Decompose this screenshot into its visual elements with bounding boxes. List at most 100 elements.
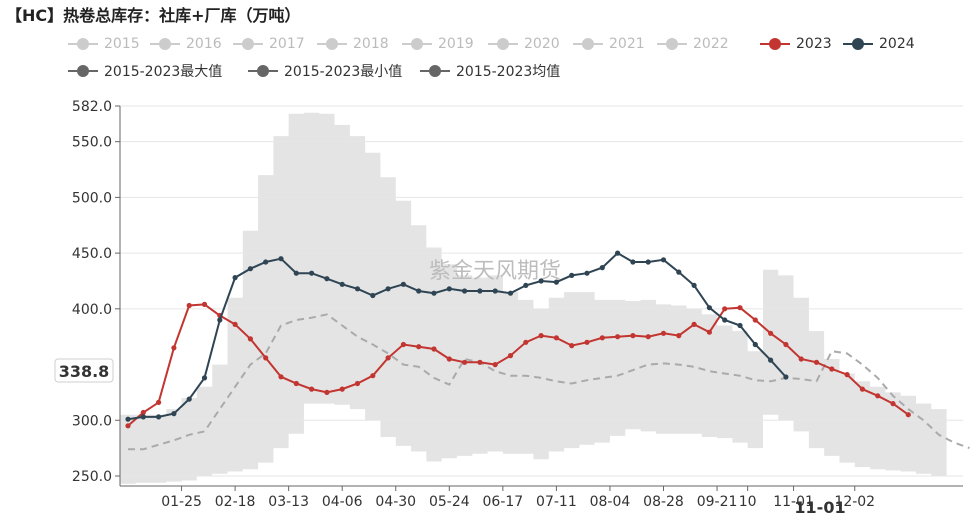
axis-pointer: 338.8 11-01 xyxy=(54,358,846,517)
y-axis-labels: 582.0 550.0 500.0 450.0 400.0 300.0 250.0 xyxy=(72,99,112,485)
legend-label: 2024 xyxy=(879,36,915,52)
series-2024-point xyxy=(538,278,544,284)
series-2023-point xyxy=(263,355,269,361)
series-2023-point xyxy=(477,359,483,365)
series-2023-point xyxy=(859,386,866,392)
series-2023-point xyxy=(201,301,208,307)
series-2023-point xyxy=(339,386,345,392)
series-2023-point xyxy=(354,380,361,387)
y-tick-label: 582.0 xyxy=(72,99,112,115)
x-tick-label: 04-30 xyxy=(375,494,416,510)
legend-item-2015-2023最大值[interactable]: 2015-2023最大值 xyxy=(68,61,222,81)
axis-pointer-label: 338.8 xyxy=(59,362,110,381)
x-tick-label: 07-11 xyxy=(536,494,577,510)
series-2023-point xyxy=(599,335,605,341)
legend-label: 2016 xyxy=(186,36,222,52)
series-2024-point xyxy=(477,288,483,294)
series-2023-point xyxy=(186,302,192,309)
series-2024-point xyxy=(140,414,146,420)
series-2024-point xyxy=(171,411,177,417)
legend-marker-icon xyxy=(233,38,263,50)
series-2023-point xyxy=(737,305,743,311)
legend-marker-icon xyxy=(150,38,180,50)
legend-item-2015-2023均值[interactable]: 2015-2023均值 xyxy=(420,61,560,81)
legend-marker-icon xyxy=(317,38,347,50)
series-2023-point xyxy=(416,344,422,350)
series-2023-point xyxy=(615,334,621,340)
series-lines xyxy=(125,250,911,429)
legend-item-2015-2023最小值[interactable]: 2015-2023最小值 xyxy=(248,61,402,81)
min-max-band xyxy=(120,112,947,484)
legend-item-2022[interactable]: 2022 xyxy=(657,34,729,54)
series-2024-point xyxy=(630,259,636,265)
y-tick-label: 550.0 xyxy=(72,135,112,151)
legend-label: 2017 xyxy=(269,36,305,52)
legend-marker-icon xyxy=(573,38,603,50)
legend-marker-icon xyxy=(843,38,873,50)
legend-label: 2018 xyxy=(353,36,389,52)
x-tick-label: 09-21 xyxy=(697,494,738,510)
series-2023-point xyxy=(400,341,406,348)
series-2024-point xyxy=(492,288,498,294)
legend-marker-icon xyxy=(420,65,450,77)
series-2023-line xyxy=(127,303,909,427)
legend-marker-icon xyxy=(68,65,98,77)
axis-pointer-box xyxy=(54,358,114,383)
series-2023-point xyxy=(278,374,284,380)
series-2023-point xyxy=(247,336,253,342)
legend-item-2020[interactable]: 2020 xyxy=(488,34,560,54)
series-2023-point xyxy=(140,409,146,416)
series-2023-point xyxy=(171,345,177,351)
series-2024-point xyxy=(752,341,758,348)
series-2024-line xyxy=(127,251,787,421)
series-2024-point xyxy=(247,266,253,272)
legend-item-2017[interactable]: 2017 xyxy=(233,34,305,54)
legend-item-2016[interactable]: 2016 xyxy=(150,34,222,54)
legend-item-2019[interactable]: 2019 xyxy=(402,34,474,54)
series-2023-point xyxy=(645,334,651,340)
series-2024-point xyxy=(615,250,621,256)
legend-item-2015[interactable]: 2015 xyxy=(68,34,140,54)
series-2024-point xyxy=(263,259,269,265)
legend-item-2023[interactable]: 2023 xyxy=(760,34,832,54)
x-tick-label: 06-17 xyxy=(483,494,524,510)
legend-item-2018[interactable]: 2018 xyxy=(317,34,389,54)
legend-marker-icon xyxy=(402,38,432,50)
series-2024-point xyxy=(293,270,299,276)
series-2024-point xyxy=(339,281,345,287)
series-2023-point xyxy=(691,321,697,327)
series-2023-point xyxy=(125,423,131,429)
grid-lines xyxy=(115,105,963,487)
legend-label: 2019 xyxy=(438,36,474,52)
series-2023-point xyxy=(783,341,789,348)
legend-item-2021[interactable]: 2021 xyxy=(573,34,645,54)
series-2023-point xyxy=(370,373,376,379)
chart-title: 【HC】热卷总库存：社库+厂库（万吨） xyxy=(6,6,301,25)
legend-marker-icon xyxy=(488,38,518,50)
legend-item-2024[interactable]: 2024 xyxy=(843,34,915,54)
series-2023-point xyxy=(829,366,835,372)
series-2023-point xyxy=(293,380,299,387)
series-2023-point xyxy=(492,362,498,368)
legend-label: 2023 xyxy=(796,36,832,52)
series-2023-point xyxy=(156,399,162,405)
x-tick-label: 04-06 xyxy=(322,494,363,510)
legend-label: 2022 xyxy=(693,36,729,52)
series-2024-point xyxy=(569,272,575,278)
legend: 2015 2016 2017 2018 2019 2020 2021 2022 2023 2024… xyxy=(0,34,970,90)
series-2024-point xyxy=(400,281,406,287)
x-axis-labels: 01-25 02-18 03-13 04-06 04-30 05-24 06-17 07-11… xyxy=(161,486,875,510)
series-2024-point xyxy=(370,292,376,299)
series-2024-point xyxy=(691,282,697,288)
series-2024-point xyxy=(309,270,315,276)
legend-label: 2021 xyxy=(609,36,645,52)
x-tick-label: 03-13 xyxy=(268,494,309,510)
series-2023-point xyxy=(309,386,315,392)
series-2023-point xyxy=(676,333,682,339)
series-2024-point xyxy=(354,286,361,292)
legend-label: 2015-2023最大值 xyxy=(104,64,223,80)
min-max-band-area xyxy=(120,112,947,484)
series-2023-point xyxy=(798,356,804,362)
series-2023-point xyxy=(462,359,468,365)
legend-label: 2015 xyxy=(104,36,140,52)
